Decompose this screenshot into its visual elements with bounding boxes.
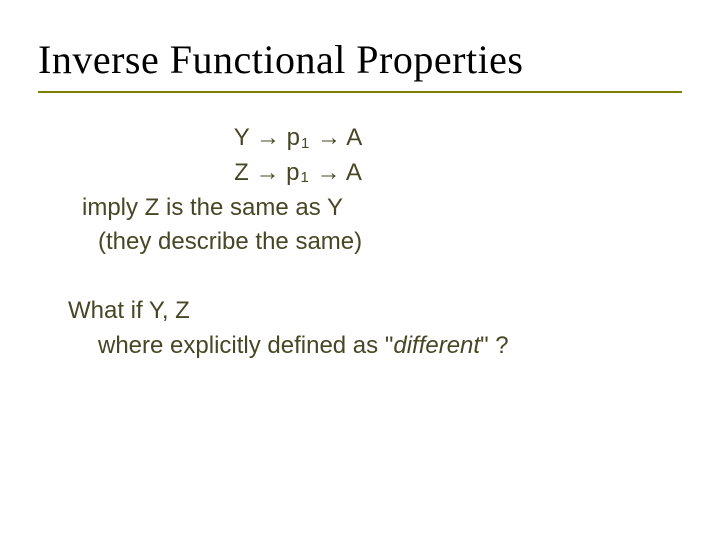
arrow-icon: → xyxy=(316,159,340,186)
spacer xyxy=(68,260,682,294)
formula1-mid-base: p xyxy=(287,124,300,151)
arrow-icon: → xyxy=(256,124,280,151)
slide-title: Inverse Functional Properties xyxy=(38,36,682,93)
body-line-5: What if Y, Z xyxy=(68,294,682,329)
arrow-icon: → xyxy=(317,124,341,151)
formula1-lhs: Y xyxy=(234,124,250,151)
formula2-rhs: A xyxy=(346,159,362,186)
body-line-3: imply Z is the same as Y xyxy=(68,191,682,226)
formula-line-1: Y → p1 → A xyxy=(68,121,528,156)
slide-body: Y → p1 → A Z → p1 → A imply Z is the sam… xyxy=(38,121,682,364)
formula-line-2: Z → p1 → A xyxy=(68,156,528,191)
formula1-rhs: A xyxy=(346,124,362,151)
formula1-mid-sub: 1 xyxy=(301,136,309,152)
formula2-lhs: Z xyxy=(234,159,249,186)
formula2-mid-base: p xyxy=(286,159,299,186)
line6-pre: where explicitly defined as " xyxy=(98,332,393,359)
arrow-icon: → xyxy=(256,159,280,186)
body-line-4: (they describe the same) xyxy=(68,225,682,260)
line6-em: different xyxy=(393,332,480,359)
line6-post: " ? xyxy=(480,332,509,359)
formula2-mid-sub: 1 xyxy=(301,170,309,186)
body-line-6: where explicitly defined as "different" … xyxy=(68,329,682,364)
